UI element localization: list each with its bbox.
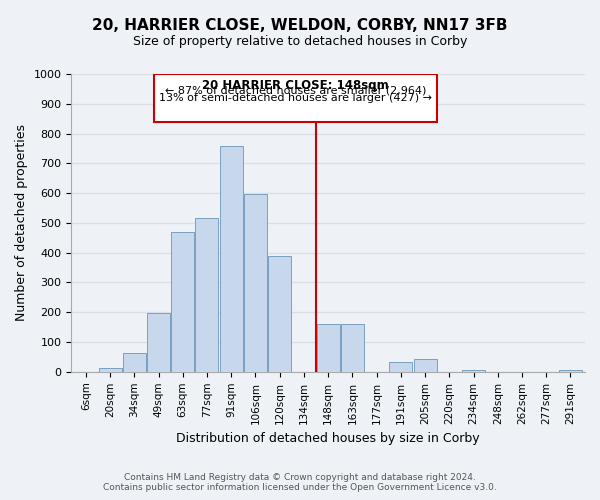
Text: Size of property relative to detached houses in Corby: Size of property relative to detached ho…: [133, 35, 467, 48]
Text: Contains HM Land Registry data © Crown copyright and database right 2024.
Contai: Contains HM Land Registry data © Crown c…: [103, 473, 497, 492]
X-axis label: Distribution of detached houses by size in Corby: Distribution of detached houses by size …: [176, 432, 480, 445]
Bar: [123, 354, 146, 372]
Bar: [244, 194, 267, 372]
Bar: [147, 313, 170, 372]
Bar: [268, 256, 291, 372]
Bar: [154, 74, 437, 122]
Text: 20, HARRIER CLOSE, WELDON, CORBY, NN17 3FB: 20, HARRIER CLOSE, WELDON, CORBY, NN17 3…: [92, 18, 508, 32]
Bar: [196, 218, 218, 372]
Bar: [341, 324, 364, 372]
Text: ← 87% of detached houses are smaller (2,964): ← 87% of detached houses are smaller (2,…: [165, 86, 426, 96]
Bar: [220, 146, 243, 372]
Bar: [98, 368, 122, 372]
Bar: [171, 232, 194, 372]
Text: 13% of semi-detached houses are larger (427) →: 13% of semi-detached houses are larger (…: [159, 93, 432, 103]
Bar: [317, 324, 340, 372]
Y-axis label: Number of detached properties: Number of detached properties: [15, 124, 28, 322]
Bar: [462, 370, 485, 372]
Bar: [413, 360, 437, 372]
Bar: [389, 362, 412, 372]
Bar: [559, 370, 582, 372]
Text: 20 HARRIER CLOSE: 148sqm: 20 HARRIER CLOSE: 148sqm: [202, 79, 389, 92]
